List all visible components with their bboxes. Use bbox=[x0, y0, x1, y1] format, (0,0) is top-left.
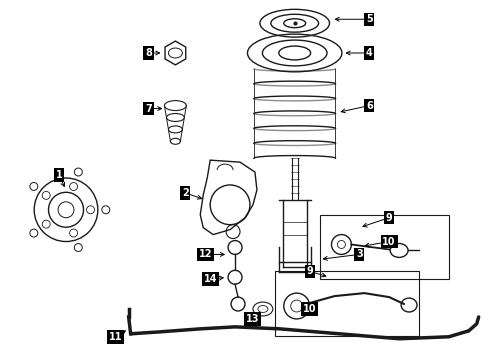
Text: 10: 10 bbox=[382, 237, 396, 247]
Text: 14: 14 bbox=[203, 274, 217, 284]
Text: 13: 13 bbox=[246, 314, 260, 324]
Text: 12: 12 bbox=[198, 249, 212, 260]
Text: 3: 3 bbox=[356, 249, 363, 260]
Text: 11: 11 bbox=[109, 332, 122, 342]
Text: 9: 9 bbox=[386, 213, 392, 223]
Bar bbox=[275, 271, 419, 336]
Text: 1: 1 bbox=[56, 170, 62, 180]
Text: 6: 6 bbox=[366, 100, 373, 111]
Text: 7: 7 bbox=[145, 104, 152, 113]
Text: 10: 10 bbox=[303, 304, 317, 314]
Bar bbox=[319, 215, 449, 279]
Text: 9: 9 bbox=[306, 266, 313, 276]
Text: 5: 5 bbox=[366, 14, 373, 24]
Text: 4: 4 bbox=[366, 48, 373, 58]
Text: 2: 2 bbox=[182, 188, 189, 198]
Text: 8: 8 bbox=[145, 48, 152, 58]
